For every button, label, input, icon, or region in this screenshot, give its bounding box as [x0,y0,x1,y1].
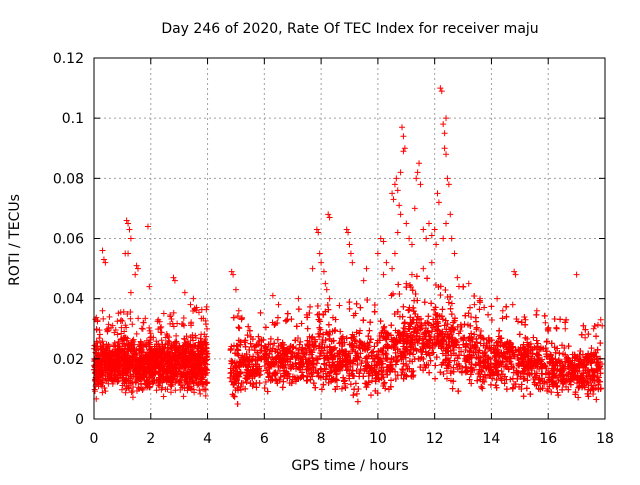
data-point [168,383,174,389]
data-point [146,325,152,331]
data-point [161,393,167,399]
data-point [204,326,210,332]
data-point [96,327,102,333]
data-points [91,85,605,407]
data-point [181,315,187,321]
data-point [203,307,209,313]
data-point [130,394,136,400]
data-point [139,325,145,331]
data-point [197,391,203,397]
data-point [161,310,167,316]
data-point [100,316,106,322]
data-point [140,326,146,332]
data-point [154,387,160,393]
data-point [203,387,209,393]
data-point [170,321,176,327]
data-point [106,314,112,320]
data-point [97,332,103,338]
data-point [188,321,194,327]
data-point [114,318,120,324]
data-point [171,324,177,330]
data-point [102,388,108,394]
data-point [135,315,141,321]
data-point [127,316,133,322]
data-point [173,333,179,339]
data-point [134,331,140,337]
data-point [159,337,165,343]
data-point [129,321,135,327]
data-point [181,393,187,399]
